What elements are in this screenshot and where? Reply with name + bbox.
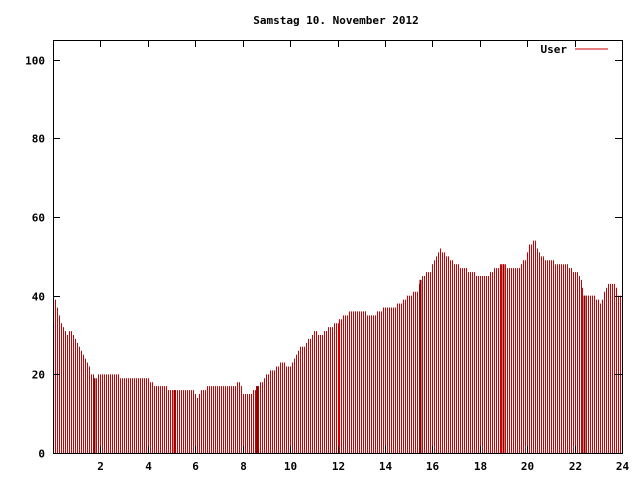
x-tick-label: 6 bbox=[192, 460, 199, 473]
x-tick-label: 12 bbox=[332, 460, 345, 473]
y-tick-label: 60 bbox=[32, 212, 45, 225]
plot-area bbox=[53, 40, 623, 454]
y-tick-label: 20 bbox=[32, 369, 45, 382]
y-tick-label: 40 bbox=[32, 291, 45, 304]
x-tick-label: 20 bbox=[521, 460, 534, 473]
x-tick-label: 22 bbox=[569, 460, 582, 473]
legend: User bbox=[541, 43, 608, 56]
x-tick-label: 24 bbox=[616, 460, 630, 473]
x-tick-label: 10 bbox=[284, 460, 297, 473]
x-tick-label: 16 bbox=[426, 460, 440, 473]
y-axis: 0 20 40 60 80 100 bbox=[25, 55, 622, 461]
x-axis: 2 4 6 8 10 12 14 16 18 20 22 24 bbox=[97, 40, 629, 473]
y-tick-label: 100 bbox=[25, 55, 45, 68]
x-tick-label: 8 bbox=[240, 460, 247, 473]
y-tick-label: 0 bbox=[38, 448, 45, 461]
y-tick-label: 80 bbox=[32, 133, 45, 146]
chart-title: Samstag 10. November 2012 bbox=[253, 14, 419, 27]
x-tick-label: 2 bbox=[97, 460, 104, 473]
x-tick-label: 18 bbox=[474, 460, 487, 473]
x-tick-label: 4 bbox=[145, 460, 152, 473]
legend-label: User bbox=[541, 43, 568, 56]
x-tick-label: 14 bbox=[379, 460, 393, 473]
